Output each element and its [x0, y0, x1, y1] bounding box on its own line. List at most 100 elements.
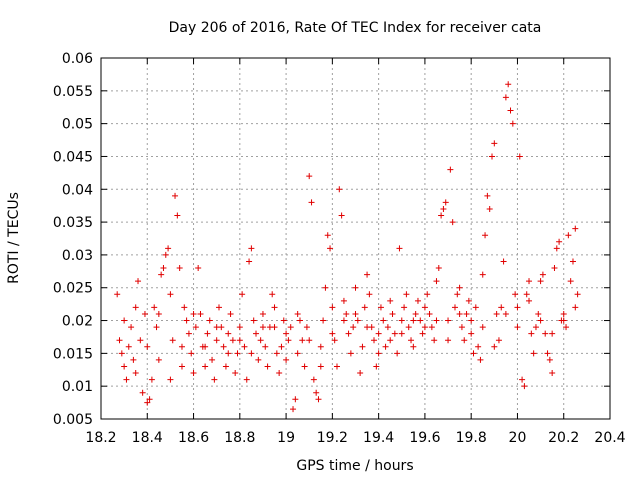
data-point	[340, 297, 347, 304]
data-point	[424, 291, 431, 298]
data-point	[343, 310, 350, 317]
data-point	[387, 297, 394, 304]
data-point	[327, 245, 334, 252]
data-point	[153, 324, 160, 331]
y-tick-label: 0.05	[62, 117, 93, 133]
data-point	[213, 324, 220, 331]
data-point	[364, 271, 371, 278]
y-tick-label: 0.035	[53, 215, 93, 231]
data-point	[322, 284, 329, 291]
y-tick-label: 0.015	[53, 346, 93, 362]
x-tick-label: 19	[277, 430, 295, 446]
data-point	[569, 258, 576, 265]
data-point	[118, 350, 125, 357]
data-point	[144, 343, 151, 350]
data-point	[303, 324, 310, 331]
data-point	[421, 304, 428, 311]
x-tick-label: 18.8	[224, 430, 255, 446]
data-point	[359, 343, 366, 350]
data-point	[498, 304, 505, 311]
data-point	[350, 324, 357, 331]
data-point	[574, 291, 581, 298]
y-tick-label: 0.06	[62, 51, 93, 67]
y-tick-label: 0.025	[53, 281, 93, 297]
data-point	[391, 330, 398, 337]
data-point	[229, 337, 236, 344]
data-point	[190, 370, 197, 377]
data-point	[155, 310, 162, 317]
data-point	[465, 297, 472, 304]
data-point	[387, 337, 394, 344]
data-point	[181, 304, 188, 311]
data-point	[526, 297, 533, 304]
data-point	[484, 192, 491, 199]
data-point	[458, 324, 465, 331]
data-point	[445, 337, 452, 344]
data-point	[243, 376, 250, 383]
data-point	[172, 192, 179, 199]
data-point	[477, 356, 484, 363]
data-point	[206, 317, 213, 324]
data-point	[183, 317, 190, 324]
data-point	[354, 317, 361, 324]
y-tick-label: 0.02	[62, 314, 93, 330]
data-point	[442, 199, 449, 206]
data-point	[271, 304, 278, 311]
data-point	[213, 337, 220, 344]
data-point	[560, 317, 567, 324]
data-point	[239, 291, 246, 298]
data-point	[236, 324, 243, 331]
data-point	[451, 304, 458, 311]
y-tick-label: 0.045	[53, 149, 93, 165]
data-point	[137, 337, 144, 344]
data-point	[352, 284, 359, 291]
data-point	[329, 330, 336, 337]
data-point	[366, 291, 373, 298]
data-point	[128, 324, 135, 331]
data-point	[516, 153, 523, 160]
data-point	[333, 363, 340, 370]
data-point	[502, 310, 509, 317]
data-point	[169, 337, 176, 344]
data-point	[410, 317, 417, 324]
data-point	[403, 291, 410, 298]
data-point	[572, 304, 579, 311]
data-point	[479, 324, 486, 331]
data-point	[431, 337, 438, 344]
data-point	[320, 317, 327, 324]
data-point	[491, 343, 498, 350]
data-point	[505, 81, 512, 88]
x-tick-label: 20.2	[548, 430, 579, 446]
data-point	[560, 310, 567, 317]
data-point	[523, 291, 530, 298]
data-point	[347, 350, 354, 357]
data-point	[421, 324, 428, 331]
data-point	[475, 343, 482, 350]
data-point	[414, 297, 421, 304]
data-point	[227, 310, 234, 317]
x-tick-label: 20	[509, 430, 527, 446]
data-point	[336, 186, 343, 193]
data-point	[514, 304, 521, 311]
data-point	[472, 304, 479, 311]
data-point	[401, 304, 408, 311]
data-point	[148, 376, 155, 383]
data-point	[500, 258, 507, 265]
data-point	[255, 356, 262, 363]
data-point	[567, 278, 574, 285]
x-tick-label: 18.4	[132, 430, 163, 446]
data-point	[209, 356, 216, 363]
data-point	[324, 232, 331, 239]
data-point	[158, 271, 165, 278]
data-point	[463, 310, 470, 317]
data-point	[551, 265, 558, 272]
data-point	[542, 330, 549, 337]
data-point	[167, 376, 174, 383]
data-point	[215, 304, 222, 311]
data-point	[435, 265, 442, 272]
data-point	[250, 317, 257, 324]
data-point	[556, 238, 563, 245]
data-point	[310, 376, 317, 383]
data-point	[144, 399, 151, 406]
